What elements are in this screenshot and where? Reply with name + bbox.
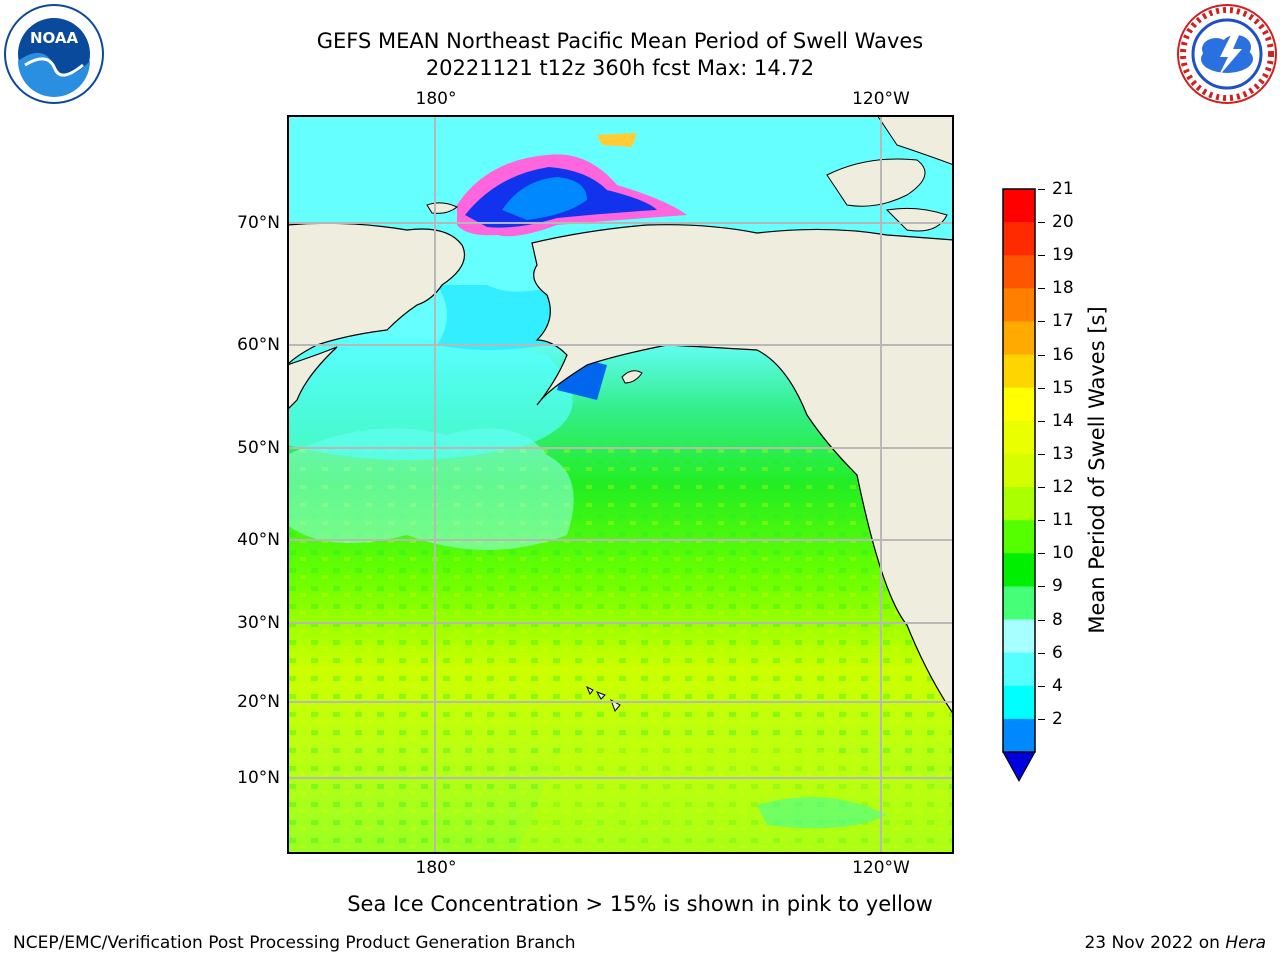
colorbar-segment bbox=[1003, 619, 1035, 654]
arctic-island-3 bbox=[885, 207, 948, 232]
colorbar-tick-mark bbox=[1038, 619, 1045, 621]
colorbar-segment bbox=[1003, 586, 1035, 621]
colorbar-tick-label: 21 bbox=[1052, 179, 1074, 199]
map-frame bbox=[287, 115, 954, 854]
colorbar-tick-mark bbox=[1038, 652, 1045, 654]
colorbar-tick-label: 15 bbox=[1052, 377, 1074, 398]
colorbar-tick-mark bbox=[1038, 453, 1045, 455]
colorbar-tick-label: 20 bbox=[1052, 212, 1074, 233]
colorbar-tick-label: 13 bbox=[1052, 443, 1074, 464]
lat-label-10n: 10°N bbox=[237, 768, 280, 788]
nws-logo bbox=[1177, 4, 1277, 104]
colorbar-tick-mark bbox=[1038, 420, 1045, 422]
kodiak-island bbox=[621, 370, 643, 384]
colorbar-tick-label: 2 bbox=[1052, 708, 1063, 729]
footer-date: 23 Nov 2022 on Hera bbox=[1084, 933, 1266, 953]
colorbar-tick-mark bbox=[1038, 255, 1045, 257]
colorbar-tick-label: 10 bbox=[1052, 543, 1074, 564]
colorbar bbox=[1002, 188, 1036, 783]
colorbar-segments bbox=[1003, 189, 1035, 753]
colorbar-tick-mark bbox=[1038, 222, 1045, 224]
southern-swell-patch bbox=[757, 797, 887, 829]
colorbar-frame bbox=[1002, 188, 1036, 753]
colorbar-segment bbox=[1003, 222, 1035, 256]
colorbar-tick-mark bbox=[1038, 321, 1045, 323]
colorbar-tick-label: 8 bbox=[1052, 609, 1063, 630]
colorbar-segment bbox=[1003, 453, 1035, 488]
colorbar-tick-mark bbox=[1038, 586, 1045, 588]
colorbar-segment bbox=[1003, 354, 1035, 389]
lat-label-30n: 30°N bbox=[237, 613, 280, 633]
noaa-logo-text: NOAA bbox=[30, 29, 79, 47]
colorbar-segment bbox=[1003, 288, 1035, 322]
colorbar-label: Mean Period of Swell Waves [s] bbox=[1085, 306, 1109, 634]
lon-label-bottom-180: 180° bbox=[415, 858, 457, 878]
kamchatka bbox=[286, 346, 338, 412]
lat-label-70n: 70°N bbox=[237, 213, 280, 233]
noaa-logo: NOAA bbox=[4, 4, 104, 104]
sea-ice-caption: Sea Ice Concentration > 15% is shown in … bbox=[347, 892, 933, 916]
colorbar-segment bbox=[1003, 652, 1035, 687]
colorbar-segment bbox=[1003, 189, 1035, 223]
colorbar-tick-mark bbox=[1038, 685, 1045, 687]
colorbar-tick-mark bbox=[1038, 387, 1045, 389]
short-swell-zone bbox=[287, 337, 573, 460]
colorbar-segment bbox=[1003, 255, 1035, 289]
lat-label-40n: 40°N bbox=[237, 530, 280, 550]
colorbar-tick-label: 16 bbox=[1052, 344, 1074, 365]
colorbar-tick-mark bbox=[1038, 487, 1045, 489]
colorbar-segment bbox=[1003, 685, 1035, 720]
lon-label-top-120w: 120°W bbox=[852, 89, 910, 109]
lon-label-top-180: 180° bbox=[415, 89, 457, 109]
colorbar-tick-label: 9 bbox=[1052, 576, 1063, 597]
map-title: GEFS MEAN Northeast Pacific Mean Period … bbox=[316, 29, 924, 53]
map-panel bbox=[286, 114, 955, 854]
footer-host: Hera bbox=[1225, 933, 1266, 953]
colorbar-tick-label: 17 bbox=[1052, 311, 1074, 332]
lon-label-bottom-120w: 120°W bbox=[852, 858, 910, 878]
colorbar-tick-label: 11 bbox=[1052, 510, 1074, 531]
hawaiian-islands bbox=[586, 685, 621, 712]
colorbar-tick-label: 14 bbox=[1052, 410, 1074, 431]
colorbar-tick-mark bbox=[1038, 520, 1045, 522]
footer-branch: NCEP/EMC/Verification Post Processing Pr… bbox=[13, 933, 576, 953]
colorbar-segment bbox=[1003, 420, 1035, 455]
colorbar-tick-mark bbox=[1038, 288, 1045, 290]
colorbar-tick-mark bbox=[1038, 718, 1045, 720]
colorbar-tick-mark bbox=[1038, 553, 1045, 555]
lat-label-60n: 60°N bbox=[237, 335, 280, 355]
colorbar-segment bbox=[1003, 487, 1035, 521]
colorbar-tick-label: 19 bbox=[1052, 245, 1074, 266]
colorbar-tick-label: 4 bbox=[1052, 675, 1063, 696]
colorbar-segment bbox=[1003, 321, 1035, 356]
swell-period-map bbox=[286, 114, 955, 854]
north-america-landmass bbox=[531, 224, 955, 717]
colorbar-underflow-triangle bbox=[1002, 751, 1036, 783]
colorbar-tick-label: 6 bbox=[1052, 642, 1063, 663]
light-swell-zone bbox=[287, 428, 574, 550]
map-subtitle: 20221121 t12z 360h fcst Max: 14.72 bbox=[425, 56, 815, 80]
colorbar-segment bbox=[1003, 387, 1035, 422]
colorbar-segment bbox=[1003, 718, 1035, 753]
footer-date-text: 23 Nov 2022 on bbox=[1084, 933, 1226, 953]
arctic-island-1 bbox=[826, 158, 926, 207]
colorbar-segment bbox=[1003, 520, 1035, 554]
colorbar-tick-label: 12 bbox=[1052, 477, 1074, 498]
colorbar-segment bbox=[1003, 553, 1035, 587]
colorbar-tick-mark bbox=[1038, 189, 1045, 190]
sea-ice-patch-north bbox=[597, 133, 637, 147]
lat-label-50n: 50°N bbox=[237, 438, 280, 458]
lat-label-20n: 20°N bbox=[237, 692, 280, 712]
chukchi-open-water bbox=[502, 177, 587, 220]
colorbar-tick-label: 18 bbox=[1052, 278, 1074, 299]
siberia-landmass bbox=[286, 222, 466, 367]
graticule bbox=[287, 115, 954, 854]
colorbar-tick-mark bbox=[1038, 354, 1045, 356]
